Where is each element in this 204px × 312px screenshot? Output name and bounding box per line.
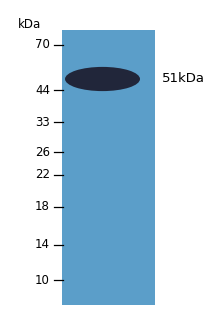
Text: 44: 44 [35, 84, 50, 96]
Text: kDa: kDa [18, 18, 41, 31]
Ellipse shape [65, 67, 139, 91]
Text: 70: 70 [35, 38, 50, 51]
Text: 14: 14 [35, 238, 50, 251]
Text: 26: 26 [35, 145, 50, 158]
Text: 10: 10 [35, 274, 50, 286]
Text: 51kDa: 51kDa [161, 71, 204, 85]
Text: 18: 18 [35, 201, 50, 213]
Text: 33: 33 [35, 115, 50, 129]
Bar [62, 30, 154, 305]
Text: 22: 22 [35, 168, 50, 182]
